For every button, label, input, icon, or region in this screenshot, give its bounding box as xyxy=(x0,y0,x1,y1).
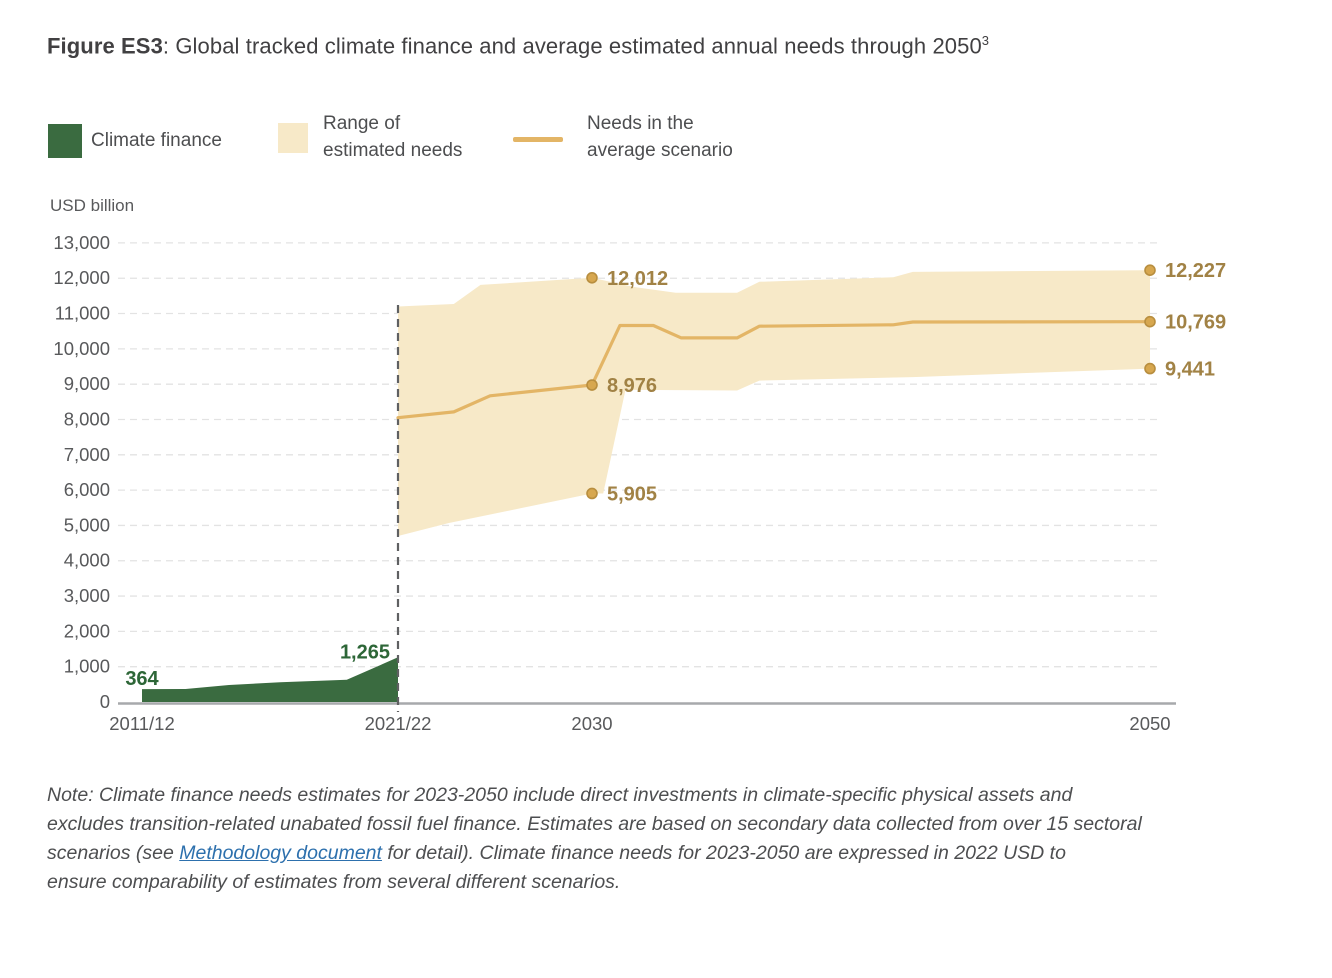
needs-value-label: 10,769 xyxy=(1165,312,1226,334)
figure-footnote-marker: 3 xyxy=(981,33,990,48)
range-of-needs-swatch-icon xyxy=(278,123,308,153)
figure-label: Figure ES3 xyxy=(47,33,163,59)
needs-marker xyxy=(586,271,598,284)
y-tick-label: 9,000 xyxy=(64,373,110,394)
note-line-4: ensure comparability of estimates from s… xyxy=(47,871,621,893)
y-tick-label: 10,000 xyxy=(53,338,110,359)
figure-note: Note: Climate finance needs estimates fo… xyxy=(47,781,1297,897)
legend-label-average-line1: Needs in the xyxy=(587,113,694,134)
methodology-document-link[interactable]: Methodology document xyxy=(179,842,382,864)
y-tick-label: 13,000 xyxy=(53,232,110,253)
needs-value-label: 12,227 xyxy=(1165,260,1226,282)
y-tick-label: 1,000 xyxy=(64,656,110,677)
needs-marker xyxy=(1144,264,1156,277)
average-needs-line-swatch-icon xyxy=(513,137,563,142)
legend-label-range-line1: Range of xyxy=(323,113,401,134)
y-tick-label: 5,000 xyxy=(64,514,110,535)
climate-finance-swatch-icon xyxy=(48,124,82,158)
needs-marker xyxy=(586,379,598,391)
note-line-1: Note: Climate finance needs estimates fo… xyxy=(47,784,1073,806)
needs-value-label: 9,441 xyxy=(1165,359,1215,381)
legend-label-climate-finance: Climate finance xyxy=(91,130,222,151)
y-axis-tick-labels: 0 1,000 2,000 3,000 4,000 5,000 6,000 7,000 8,00… xyxy=(53,232,110,712)
legend-label-range: Range of estimated needs xyxy=(323,110,462,164)
y-tick-label: 0 xyxy=(100,691,110,712)
y-tick-label: 7,000 xyxy=(64,444,110,465)
legend-label-average-needs: Needs in the average scenario xyxy=(587,110,733,164)
legend-item-average-needs: Needs in the average scenario xyxy=(513,113,733,164)
y-axis-unit-label: USD billion xyxy=(50,196,135,215)
climate-finance-area xyxy=(142,657,398,702)
climate-finance-value-label: 364 xyxy=(125,668,159,690)
note-line-3-before: scenarios (see xyxy=(47,842,180,864)
chart-legend: Climate finance Range of estimated needs … xyxy=(0,0,1332,180)
x-axis-tick-labels: 2011/12 2021/22 2030 2050 xyxy=(109,713,1170,734)
needs-marker xyxy=(1144,362,1156,375)
needs-value-label: 12,012 xyxy=(607,268,668,290)
y-tick-label: 11,000 xyxy=(55,303,110,324)
needs-marker xyxy=(586,487,598,500)
legend-item-climate-finance: Climate finance xyxy=(48,124,222,158)
figure-title: Figure ES3: Global tracked climate finan… xyxy=(47,33,989,59)
note-line-3-after: for detail). Climate finance needs for 2… xyxy=(381,842,1066,864)
y-tick-label: 8,000 xyxy=(64,408,110,429)
legend-item-range: Range of estimated needs xyxy=(278,113,462,164)
y-tick-label: 6,000 xyxy=(64,479,110,500)
x-tick-label: 2030 xyxy=(571,713,612,734)
x-tick-label: 2021/22 xyxy=(365,713,432,734)
needs-value-label: 8,976 xyxy=(607,375,657,397)
legend-label-range-line2: estimated needs xyxy=(323,140,463,161)
figure-title-text: : Global tracked climate finance and ave… xyxy=(162,33,982,59)
y-tick-label: 4,000 xyxy=(64,550,110,571)
needs-range-band xyxy=(398,270,1150,536)
y-tick-label: 12,000 xyxy=(53,267,110,288)
x-tick-label: 2011/12 xyxy=(109,713,175,734)
note-line-3: scenarios (see Methodology document for … xyxy=(47,839,1297,868)
note-line-2: excludes transition-related unabated fos… xyxy=(47,813,1142,835)
y-tick-label: 3,000 xyxy=(64,585,110,606)
legend-label-average-line2: average scenario xyxy=(587,140,733,161)
average-needs-line xyxy=(396,320,1152,420)
needs-markers: 12,012 8,976 5,905 12,227 10,769 9,441 xyxy=(586,260,1226,505)
y-tick-label: 2,000 xyxy=(64,620,110,641)
climate-finance-needs-chart: 0 1,000 2,000 3,000 4,000 5,000 6,000 7,000 8,00… xyxy=(53,232,1226,734)
x-tick-label: 2050 xyxy=(1129,713,1170,734)
needs-marker xyxy=(1144,315,1156,328)
climate-finance-value-label: 1,265 xyxy=(340,641,390,663)
needs-value-label: 5,905 xyxy=(607,483,657,505)
